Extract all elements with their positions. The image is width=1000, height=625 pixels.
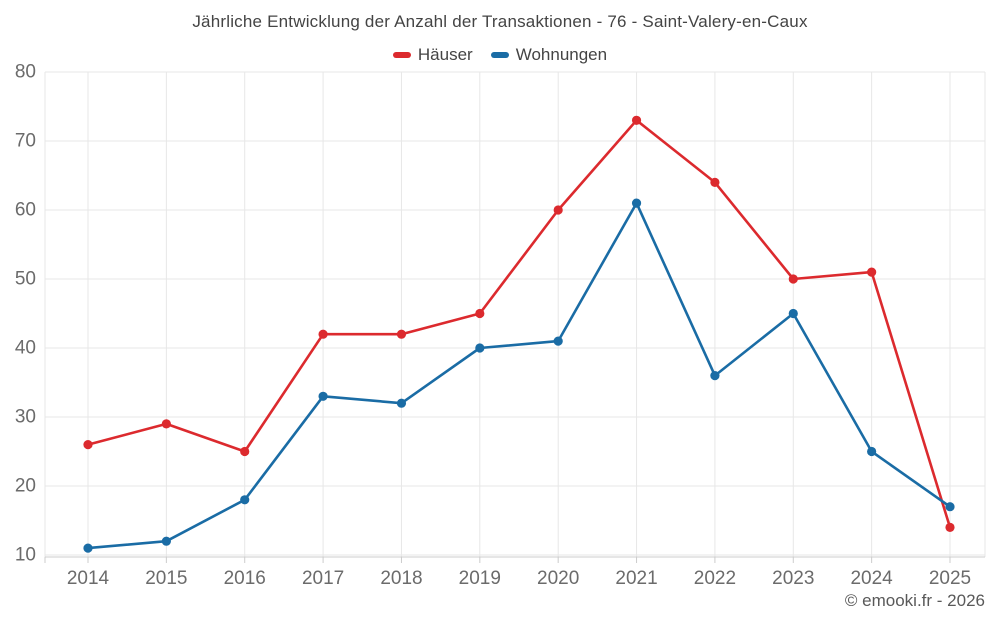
x-axis-label-2017: 2017 (302, 568, 344, 589)
data-point-wohnungen-2014 (83, 543, 93, 553)
data-point-haeuser-2024 (867, 267, 877, 277)
data-point-wohnungen-2020 (553, 336, 563, 346)
data-point-wohnungen-2015 (161, 536, 171, 546)
data-point-haeuser-2014 (83, 440, 93, 450)
x-axis-label-2014: 2014 (67, 568, 110, 589)
data-point-wohnungen-2017 (318, 391, 328, 401)
data-point-haeuser-2019 (475, 308, 485, 319)
y-axis-label-20: 20 (15, 476, 36, 497)
data-point-wohnungen-2023 (788, 308, 798, 319)
x-axis-label-2024: 2024 (850, 568, 893, 589)
data-point-haeuser-2022 (710, 177, 720, 187)
x-axis-label-2025: 2025 (929, 568, 971, 589)
x-axis-label-2020: 2020 (537, 568, 579, 589)
data-point-wohnungen-2025 (945, 502, 955, 512)
data-point-wohnungen-2024 (867, 446, 877, 457)
data-point-haeuser-2020 (553, 205, 563, 215)
data-point-haeuser-2025 (945, 522, 955, 533)
chart-legend: Häuser Wohnungen (0, 45, 1000, 65)
data-point-haeuser-2023 (788, 274, 798, 284)
y-axis-label-70: 70 (15, 131, 36, 152)
data-point-wohnungen-2022 (710, 371, 720, 381)
data-point-haeuser-2016 (240, 446, 250, 457)
data-point-wohnungen-2019 (475, 343, 485, 353)
x-axis-label-2022: 2022 (694, 568, 736, 589)
y-axis-label-10: 10 (15, 545, 36, 566)
y-axis-label-50: 50 (15, 269, 36, 290)
data-point-haeuser-2017 (318, 329, 328, 339)
x-axis-label-2016: 2016 (224, 568, 266, 589)
legend-item-wohnungen[interactable]: Wohnungen (490, 45, 608, 65)
series-line-wohnungen (86, 201, 952, 550)
x-axis-label-2023: 2023 (772, 568, 814, 589)
x-axis-label-2021: 2021 (615, 568, 657, 589)
data-point-haeuser-2015 (161, 419, 171, 429)
data-point-wohnungen-2021 (631, 198, 642, 208)
y-axis-label-60: 60 (15, 200, 36, 221)
legend-label-wohnungen: Wohnungen (515, 45, 608, 64)
y-axis-label-40: 40 (15, 338, 36, 359)
x-axis-label-2018: 2018 (380, 568, 422, 589)
data-point-haeuser-2018 (396, 329, 407, 339)
data-point-wohnungen-2018 (396, 398, 407, 408)
data-point-wohnungen-2016 (240, 495, 250, 505)
legend-swatch-haeuser-icon (392, 52, 411, 58)
x-axis-label-2015: 2015 (145, 568, 187, 589)
x-axis-label-2019: 2019 (459, 568, 501, 589)
chart-title: Jährliche Entwicklung der Anzahl der Tra… (192, 12, 808, 31)
y-axis-label-30: 30 (15, 407, 36, 428)
data-point-haeuser-2021 (631, 115, 642, 125)
series-line-haeuser (86, 119, 952, 529)
y-axis-label-80: 80 (15, 62, 36, 83)
legend-item-haeuser[interactable]: Häuser (392, 45, 473, 65)
legend-label-haeuser: Häuser (417, 45, 473, 64)
legend-swatch-wohnungen-icon (490, 52, 509, 58)
copyright-text: © emooki.fr - 2026 (844, 591, 985, 610)
